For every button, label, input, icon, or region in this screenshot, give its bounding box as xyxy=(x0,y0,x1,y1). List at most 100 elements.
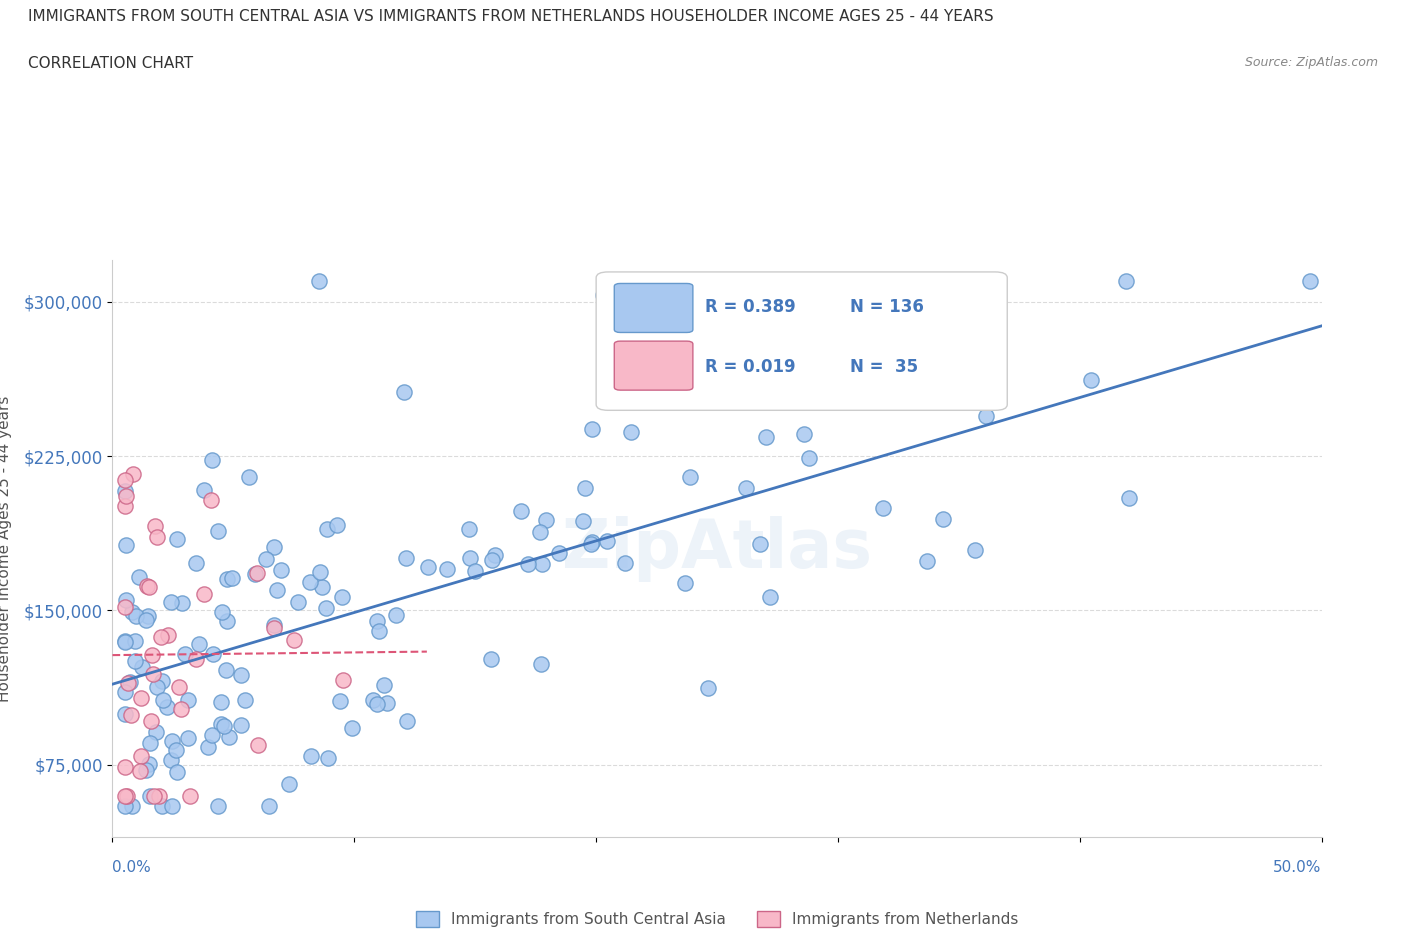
Point xyxy=(122,467,145,482)
Point xyxy=(160,734,183,749)
Point xyxy=(259,799,281,814)
Point xyxy=(135,612,157,627)
Point xyxy=(115,592,138,607)
Point xyxy=(283,633,305,648)
Point xyxy=(254,551,277,566)
Point xyxy=(266,582,288,597)
Point xyxy=(135,763,157,777)
Point xyxy=(114,600,136,615)
Point xyxy=(160,752,183,767)
Point xyxy=(278,777,301,791)
Point xyxy=(193,586,215,601)
Point xyxy=(932,512,955,526)
Point xyxy=(965,542,987,557)
Point xyxy=(792,427,814,442)
Point xyxy=(332,672,354,687)
Point xyxy=(138,756,160,771)
Text: 50.0%: 50.0% xyxy=(1274,860,1322,875)
Point xyxy=(734,481,756,496)
Point xyxy=(114,789,136,804)
Point xyxy=(114,472,136,487)
Text: R = 0.389: R = 0.389 xyxy=(704,298,796,315)
Legend: Immigrants from South Central Asia, Immigrants from Netherlands: Immigrants from South Central Asia, Immi… xyxy=(411,905,1024,930)
Point xyxy=(197,739,219,754)
Point xyxy=(510,503,533,518)
Point xyxy=(131,659,153,674)
Point xyxy=(218,729,240,744)
Point xyxy=(141,647,163,662)
Point xyxy=(1118,491,1140,506)
Point xyxy=(221,571,243,586)
Point xyxy=(841,392,863,406)
Text: N = 136: N = 136 xyxy=(851,298,924,315)
Point xyxy=(121,799,143,814)
Point xyxy=(201,453,224,468)
Point xyxy=(170,702,193,717)
Point xyxy=(309,565,332,579)
Point xyxy=(758,590,780,604)
Point xyxy=(215,613,238,628)
Point xyxy=(328,694,350,709)
Point xyxy=(457,522,479,537)
Point xyxy=(311,579,333,594)
Point xyxy=(596,534,619,549)
Point xyxy=(117,676,139,691)
Point xyxy=(529,658,551,672)
Text: 0.0%: 0.0% xyxy=(112,860,152,875)
Point xyxy=(579,537,602,551)
Point xyxy=(145,724,167,739)
Text: IMMIGRANTS FROM SOUTH CENTRAL ASIA VS IMMIGRANTS FROM NETHERLANDS HOUSEHOLDER IN: IMMIGRANTS FROM SOUTH CENTRAL ASIA VS IM… xyxy=(28,9,994,24)
Point xyxy=(114,633,136,648)
Point xyxy=(229,717,252,732)
Point xyxy=(149,630,172,644)
FancyBboxPatch shape xyxy=(614,284,693,333)
Point xyxy=(696,681,718,696)
Point xyxy=(114,634,136,649)
Point xyxy=(755,430,778,445)
Point xyxy=(207,524,229,538)
Point xyxy=(246,737,269,752)
Point xyxy=(152,692,174,707)
Point xyxy=(458,551,481,565)
Point xyxy=(139,714,162,729)
Point xyxy=(207,799,229,814)
Point xyxy=(166,764,188,779)
Point xyxy=(169,679,191,694)
Text: CORRELATION CHART: CORRELATION CHART xyxy=(28,56,193,71)
Point xyxy=(215,662,238,677)
Point xyxy=(186,651,208,666)
Point xyxy=(530,556,553,571)
Point xyxy=(177,692,200,707)
Point xyxy=(159,595,181,610)
Point xyxy=(361,693,384,708)
Point xyxy=(263,539,285,554)
Point xyxy=(315,601,337,616)
Point xyxy=(145,680,167,695)
Point xyxy=(308,273,330,288)
Point xyxy=(156,699,179,714)
Point xyxy=(200,492,222,507)
Point xyxy=(143,789,166,804)
Point xyxy=(209,695,232,710)
Point xyxy=(166,532,188,547)
Point xyxy=(121,604,143,619)
Point xyxy=(464,564,486,578)
Point xyxy=(263,618,285,632)
Point xyxy=(673,576,696,591)
Point xyxy=(138,579,160,594)
Point xyxy=(915,553,938,568)
Point xyxy=(326,517,349,532)
Point xyxy=(246,565,269,580)
Point xyxy=(245,566,267,581)
FancyBboxPatch shape xyxy=(596,272,1007,410)
Point xyxy=(184,555,207,570)
Point xyxy=(114,799,136,814)
Point xyxy=(330,590,353,604)
Point xyxy=(592,287,614,302)
Point xyxy=(373,677,395,692)
Point xyxy=(797,450,820,465)
Point xyxy=(165,742,187,757)
Point xyxy=(188,636,211,651)
Point xyxy=(201,727,224,742)
Point xyxy=(1298,273,1320,288)
